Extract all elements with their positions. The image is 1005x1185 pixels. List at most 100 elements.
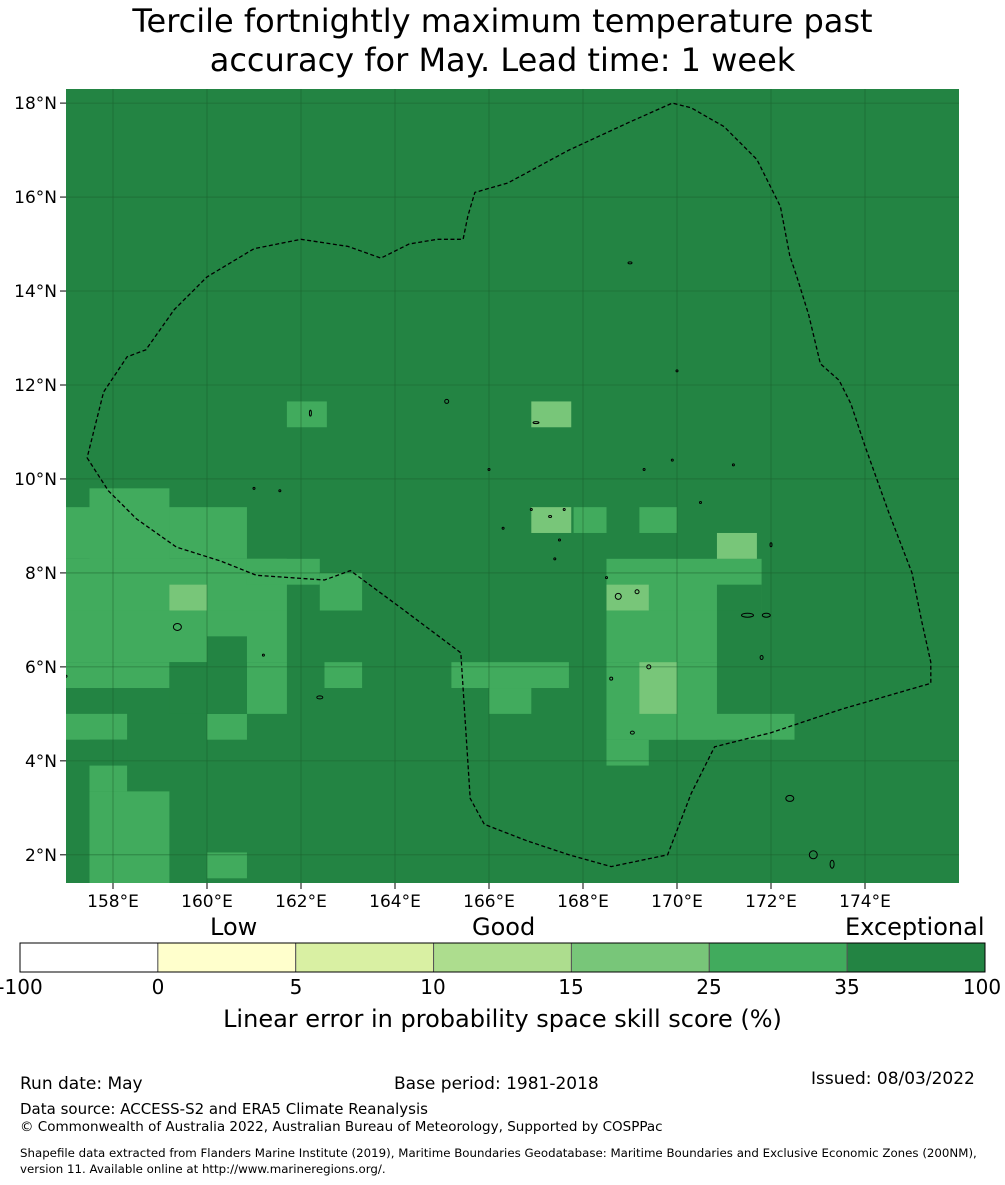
island (642, 468, 646, 472)
skill-cell-25-35 (89, 791, 170, 883)
data-source: Data source: ACCESS-S2 and ERA5 Climate … (20, 1100, 428, 1118)
skill-cell-15-25 (606, 584, 649, 611)
colorbar-tick: 15 (558, 975, 584, 999)
lon-tick-label: 168°E (557, 892, 609, 912)
island (252, 486, 256, 490)
colorbar-label-good: Good (472, 913, 536, 941)
island (308, 409, 312, 417)
island (614, 592, 622, 600)
map-content (66, 89, 959, 883)
island (808, 850, 818, 860)
skill-cell-25-35 (89, 765, 128, 792)
map-background (66, 89, 959, 883)
skill-cell-25-35 (451, 662, 569, 689)
island (605, 576, 608, 580)
island (316, 695, 324, 700)
island (634, 589, 640, 595)
colorbar-tick: 35 (834, 975, 860, 999)
island (562, 507, 566, 511)
colorbar-segment (295, 942, 435, 973)
island (444, 398, 450, 404)
title-line-2: accuracy for May. Lead time: 1 week (209, 41, 796, 79)
lon-tick-label: 164°E (369, 892, 421, 912)
island (675, 369, 679, 373)
lat-tick-label: 14°N (14, 282, 57, 302)
lon-tick-label: 158°E (87, 892, 139, 912)
colorbar-tick: 5 (289, 975, 303, 999)
skill-cell-25-35 (207, 852, 247, 879)
lat-tick-label: 10°N (14, 470, 57, 490)
island (785, 794, 795, 802)
lat-tick-label: 18°N (14, 94, 57, 114)
shapefile-credit-line-2: version 11. Available online at http://w… (20, 1162, 386, 1176)
island (548, 515, 553, 519)
skill-cell-25-35 (89, 713, 128, 740)
island (731, 463, 735, 467)
colorbar-tick: 10 (420, 975, 446, 999)
base-period: Base period: 1981-2018 (394, 1074, 599, 1094)
lon-tick-label: 170°E (651, 892, 703, 912)
island (759, 654, 764, 660)
island (529, 507, 533, 511)
colorbar-tick: 0 (151, 975, 165, 999)
colorbar-segment (19, 942, 159, 973)
island (670, 458, 674, 462)
colorbar-title: Linear error in probability space skill … (223, 1005, 782, 1033)
title-line-1: Tercile fortnightly maximum temperature … (132, 2, 873, 40)
island (172, 622, 182, 631)
skill-cell-25-35 (324, 662, 363, 689)
skill-cell-35-100 (716, 584, 762, 611)
skill-cell-35-100 (89, 739, 128, 766)
copyright: © Commonwealth of Australia 2022, Austra… (20, 1119, 663, 1135)
skill-cell-25-35 (246, 558, 320, 585)
skill-cell-15-25 (639, 662, 677, 714)
shapefile-credit-line-1: Shapefile data extracted from Flanders M… (20, 1146, 977, 1160)
island (66, 674, 68, 678)
colorbar-label-low: Low (210, 913, 258, 941)
island (532, 421, 540, 425)
island (558, 538, 561, 542)
island (699, 500, 702, 504)
colorbar-segment (708, 942, 848, 973)
lat-tick-label: 8°N (25, 564, 57, 584)
map-layer: 18°N 16°N 14°N 12°N 10°N 8°N 6°N 4°N 2°N 158°E 160… (14, 89, 959, 912)
colorbar (19, 942, 986, 973)
island (761, 612, 771, 618)
island (278, 489, 282, 493)
island (769, 542, 773, 548)
island (741, 612, 754, 618)
skill-cell-25-35 (573, 507, 607, 533)
skill-cell-25-35 (66, 610, 207, 663)
lat-tick-label: 4°N (25, 752, 57, 772)
colorbar-segment (570, 942, 710, 973)
skill-cell-25-35 (606, 739, 649, 766)
colorbar-segment (846, 942, 986, 973)
skill-cell-25-35 (286, 401, 327, 428)
skill-cell-25-35 (207, 713, 247, 740)
skill-cell-15-25 (531, 507, 572, 533)
skill-cell-25-35 (606, 610, 717, 663)
island (627, 261, 633, 265)
island (261, 653, 265, 657)
skill-cell-25-35 (319, 572, 363, 611)
colorbar-segment (433, 942, 572, 973)
island (553, 557, 557, 561)
skill-cell-35-100 (207, 636, 247, 714)
skill-cell-15-25 (716, 532, 757, 559)
skill-cell-25-35 (169, 507, 247, 559)
lat-tick-label: 12°N (14, 376, 57, 396)
island (487, 468, 491, 472)
lon-tick-label: 166°E (463, 892, 515, 912)
lon-tick-label: 174°E (839, 892, 891, 912)
lon-tick-label: 172°E (745, 892, 797, 912)
map-axes: 18°N 16°N 14°N 12°N 10°N 8°N 6°N 4°N 2°N 158°E 160… (14, 94, 891, 912)
issued-date: Issued: 08/03/2022 (811, 1069, 975, 1089)
colorbar-label-exceptional: Exceptional (845, 913, 985, 941)
skill-cell-25-35 (639, 507, 677, 533)
skill-cell-25-35 (606, 713, 795, 740)
skill-cell-15-25 (169, 584, 207, 611)
island (501, 526, 505, 530)
colorbar-tick: -100 (0, 975, 43, 999)
colorbar-tick: 25 (696, 975, 722, 999)
